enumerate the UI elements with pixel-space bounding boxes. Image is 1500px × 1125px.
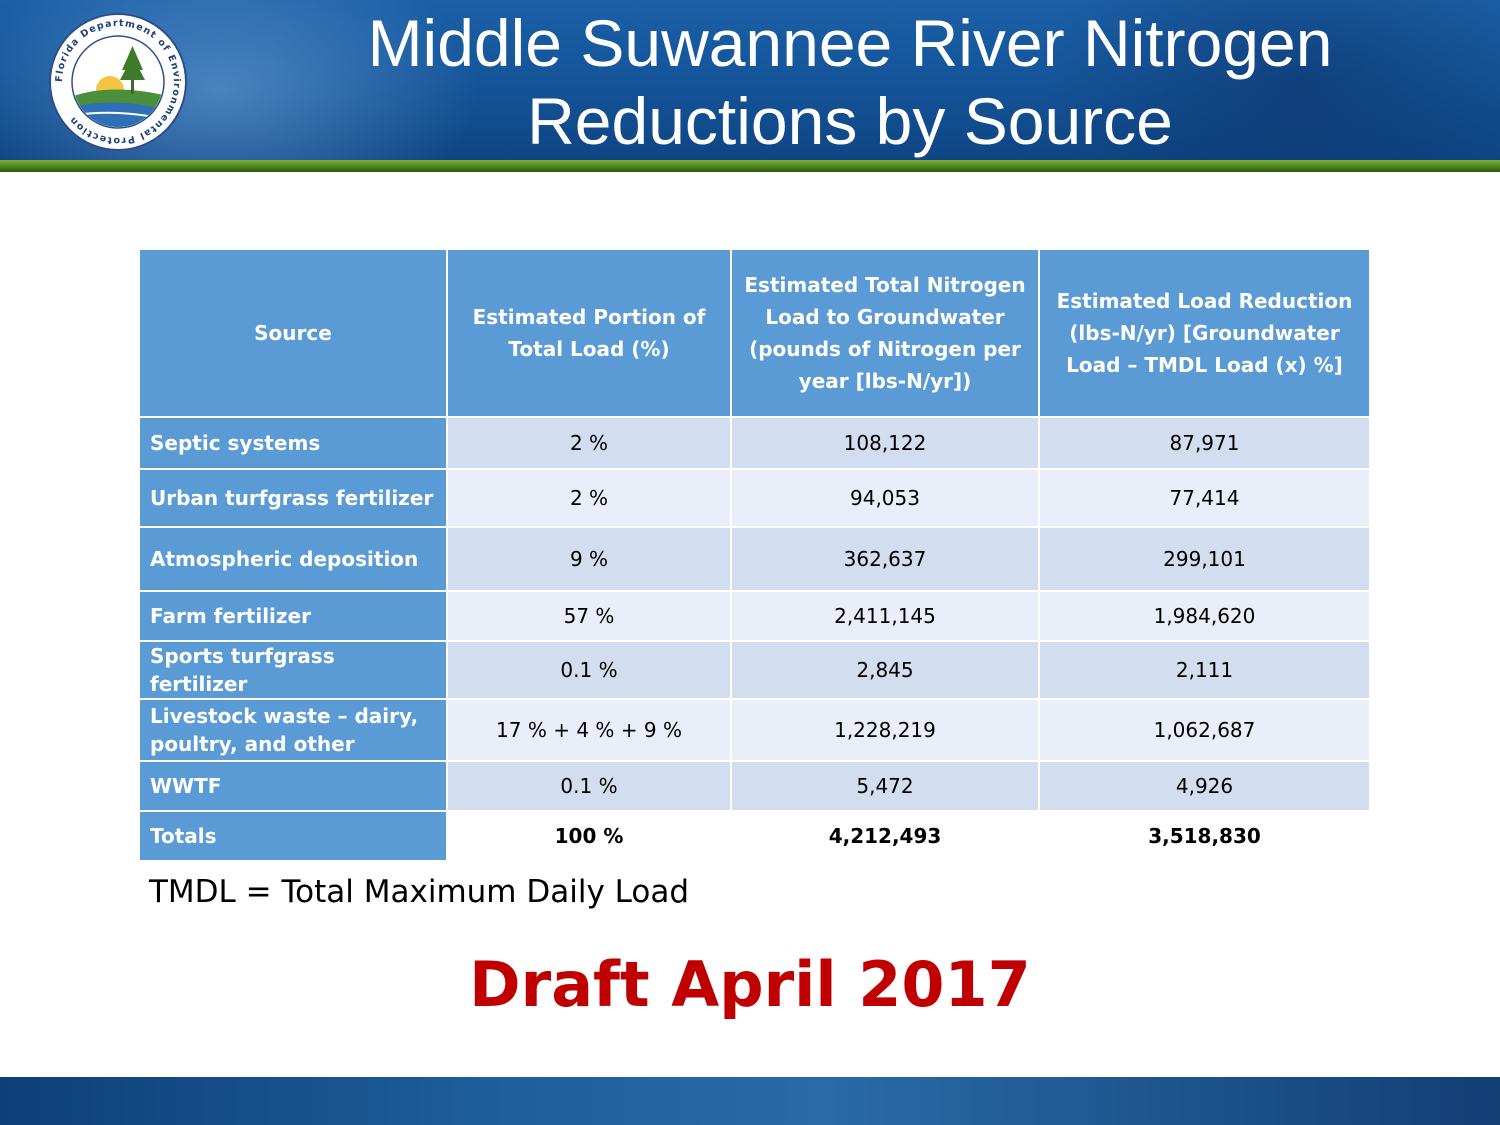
- tmdl-footnote: TMDL = Total Maximum Daily Load: [149, 874, 690, 910]
- title-line-2: Reductions by Source: [527, 84, 1173, 158]
- table-row: Urban turfgrass fertilizer 2 % 94,053 77…: [138, 468, 1371, 528]
- footer-band: [0, 1077, 1500, 1125]
- load-cell: 2,411,145: [730, 590, 1040, 642]
- reduction-cell: 1,984,620: [1038, 590, 1371, 642]
- column-header-reduction: Estimated Load Reduction (lbs-N/yr) [Gro…: [1038, 248, 1371, 418]
- reduction-cell: 1,062,687: [1038, 698, 1371, 762]
- column-header-source: Source: [138, 248, 448, 418]
- source-cell: WWTF: [138, 760, 448, 812]
- source-cell: Septic systems: [138, 416, 448, 470]
- load-cell: 108,122: [730, 416, 1040, 470]
- portion-cell: 2 %: [446, 416, 732, 470]
- table-row: Atmospheric deposition 9 % 362,637 299,1…: [138, 526, 1371, 592]
- portion-cell: 0.1 %: [446, 640, 732, 700]
- totals-row: Totals 100 % 4,212,493 3,518,830: [138, 810, 1371, 862]
- column-header-load: Estimated Total Nitrogen Load to Groundw…: [730, 248, 1040, 418]
- total-load-cell: 4,212,493: [730, 810, 1040, 862]
- reduction-cell: 87,971: [1038, 416, 1371, 470]
- source-cell: Atmospheric deposition: [138, 526, 448, 592]
- load-cell: 5,472: [730, 760, 1040, 812]
- total-portion-cell: 100 %: [446, 810, 732, 862]
- load-cell: 2,845: [730, 640, 1040, 700]
- source-cell: Farm fertilizer: [138, 590, 448, 642]
- portion-cell: 0.1 %: [446, 760, 732, 812]
- load-cell: 362,637: [730, 526, 1040, 592]
- reduction-cell: 4,926: [1038, 760, 1371, 812]
- slide-title: Middle Suwannee River Nitrogen Reduction…: [240, 4, 1460, 160]
- table-row: Livestock waste – dairy, poultry, and ot…: [138, 698, 1371, 762]
- dep-seal-logo: Florida Department of Environmental Prot…: [49, 13, 187, 151]
- portion-cell: 9 %: [446, 526, 732, 592]
- reduction-cell: 77,414: [1038, 468, 1371, 528]
- source-cell: Urban turfgrass fertilizer: [138, 468, 448, 528]
- portion-cell: 17 % + 4 % + 9 %: [446, 698, 732, 762]
- nitrogen-reduction-table: Source Estimated Portion of Total Load (…: [138, 248, 1371, 862]
- portion-cell: 57 %: [446, 590, 732, 642]
- table-row: Septic systems 2 % 108,122 87,971: [138, 416, 1371, 470]
- portion-cell: 2 %: [446, 468, 732, 528]
- reduction-cell: 2,111: [1038, 640, 1371, 700]
- source-cell: Sports turfgrass fertilizer: [138, 640, 448, 700]
- table-row: Farm fertilizer 57 % 2,411,145 1,984,620: [138, 590, 1371, 642]
- table-row: Sports turfgrass fertilizer 0.1 % 2,845 …: [138, 640, 1371, 700]
- load-cell: 1,228,219: [730, 698, 1040, 762]
- reduction-cell: 299,101: [1038, 526, 1371, 592]
- title-divider: [0, 160, 1500, 172]
- table-header-row: Source Estimated Portion of Total Load (…: [138, 248, 1371, 418]
- totals-label: Totals: [138, 810, 448, 862]
- total-reduction-cell: 3,518,830: [1038, 810, 1371, 862]
- draft-label: Draft April 2017: [469, 948, 1031, 1021]
- title-line-1: Middle Suwannee River Nitrogen: [367, 6, 1333, 80]
- source-cell: Livestock waste – dairy, poultry, and ot…: [138, 698, 448, 762]
- column-header-portion: Estimated Portion of Total Load (%): [446, 248, 732, 418]
- table-row: WWTF 0.1 % 5,472 4,926: [138, 760, 1371, 812]
- title-banner: [0, 0, 1500, 160]
- load-cell: 94,053: [730, 468, 1040, 528]
